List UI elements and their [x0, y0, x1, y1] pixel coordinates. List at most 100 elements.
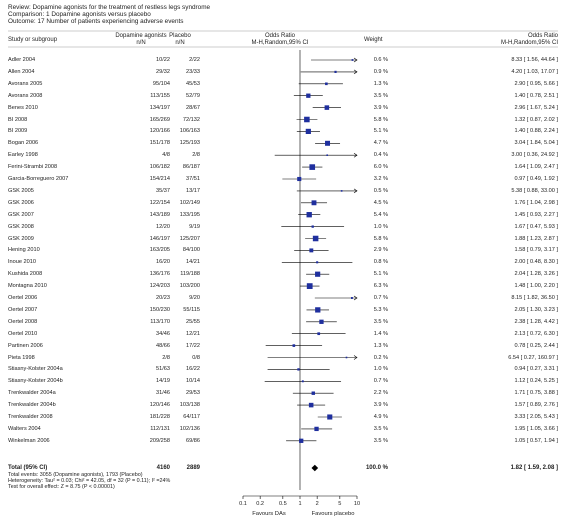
study-ci-text: 2.38 [ 1.28, 4.42 ]: [514, 318, 558, 325]
study-name: GSK 2008: [8, 223, 34, 230]
point-estimate: [327, 414, 333, 420]
point-estimate: [297, 368, 300, 371]
study-name: Bogan 2006: [8, 140, 39, 147]
point-estimate: [340, 190, 343, 192]
study-weight: 3.5 %: [373, 437, 388, 444]
study-weight: 4.7 %: [373, 140, 388, 147]
exp-events: 120/146: [149, 402, 170, 409]
point-estimate: [311, 391, 315, 395]
ci-arrow-right: [353, 69, 358, 75]
exp-events: 209/258: [149, 437, 170, 444]
ctl-events: 13/17: [186, 187, 200, 194]
point-estimate: [305, 128, 311, 134]
ctl-events: 125/193: [179, 140, 200, 147]
outcome-title: Outcome: 17 Number of patients experienc…: [8, 18, 184, 25]
ctl-events: 102/136: [179, 425, 200, 432]
ctl-events: 102/149: [179, 199, 200, 206]
ctl-events: 12/21: [186, 330, 200, 337]
ctl-events: 28/67: [186, 104, 200, 111]
study-weight: 0.9 %: [373, 68, 388, 75]
exp-events: 120/166: [149, 128, 170, 135]
study-ci-text: 1.95 [ 1.05, 3.66 ]: [514, 425, 558, 432]
study-name: Kushida 2008: [8, 271, 43, 278]
study-ci-text: 3.33 [ 2.05, 5.43 ]: [514, 414, 558, 420]
point-estimate: [301, 380, 304, 383]
exp-events: 165/269: [149, 116, 170, 123]
study-ci-text: 3.00 [ 0.36, 24.92 ]: [511, 152, 558, 159]
study-ci-text: 3.04 [ 1.84, 5.04 ]: [514, 140, 558, 147]
study-name: Trenkwalder 2004b: [8, 402, 56, 409]
study-weight: 3.5 %: [373, 92, 388, 99]
study-weight: 4.5 %: [373, 199, 388, 206]
point-estimate: [306, 93, 311, 98]
ctl-events: 25/55: [186, 318, 200, 325]
ctl-events: 45/53: [186, 80, 200, 87]
study-weight: 0.5 %: [373, 187, 388, 194]
study-name: Oertel 2010: [8, 330, 38, 337]
ctl-events: 9/20: [189, 295, 200, 301]
exp-events: 35/37: [156, 187, 170, 194]
point-estimate: [311, 200, 317, 206]
study-weight: 3.9 %: [373, 402, 388, 409]
study-weight: 3.5 %: [373, 425, 388, 432]
study-name: Inoue 2010: [8, 259, 36, 266]
ctl-column-header: Placebo: [169, 33, 191, 39]
study-name: Garcia-Borreguero 2007: [8, 176, 69, 182]
point-estimate: [306, 283, 313, 289]
favours-right-label: Favours placebo: [312, 511, 355, 517]
ci-arrow-right: [353, 188, 358, 194]
x-tick-label: 0.2: [256, 501, 264, 507]
point-estimate: [351, 59, 354, 61]
study-ci-text: 0.78 [ 0.25, 2.44 ]: [514, 342, 558, 349]
study-weight: 0.2 %: [373, 354, 388, 361]
exp-events: 48/66: [156, 342, 170, 349]
study-ci-text: 0.97 [ 0.49, 1.92 ]: [514, 176, 558, 182]
study-weight: 5.3 %: [373, 306, 388, 313]
study-weight: 0.6 %: [373, 57, 388, 63]
study-ci-text: 1.32 [ 0.87, 2.02 ]: [514, 116, 558, 123]
exp-events: 143/189: [149, 211, 170, 218]
study-name: Oertel 2008: [8, 318, 38, 325]
or-text-header: Odds Ratio: [527, 33, 558, 39]
exp-column-header: Dopamine agonists: [115, 33, 167, 39]
study-weight: 0.7 %: [373, 295, 388, 301]
study-name: Stiasny-Kolster 2004b: [8, 378, 63, 385]
ctl-column-subheader: n/N: [175, 40, 185, 46]
or-plot-subheader: M-H,Random,95% CI: [251, 40, 309, 46]
study-ci-text: 1.67 [ 0.47, 5.93 ]: [514, 223, 558, 230]
total-ctl: 2889: [186, 465, 200, 471]
ctl-events: 72/132: [182, 116, 200, 123]
study-weight: 5.4 %: [373, 211, 388, 218]
review-title: Review: Dopamine agonists for the treatm…: [8, 4, 211, 11]
ctl-events: 103/138: [179, 402, 200, 409]
study-name: Oertel 2006: [8, 295, 38, 301]
ctl-events: 23/33: [186, 68, 200, 75]
study-name: GSK 2006: [8, 199, 34, 206]
study-ci-text: 1.57 [ 0.89, 2.76 ]: [514, 402, 558, 409]
exp-events: 112/131: [150, 425, 170, 432]
x-tick-label: 0.1: [239, 501, 247, 507]
study-name: Ferini-Strambi 2008: [8, 164, 58, 171]
exp-events: 122/154: [149, 199, 170, 206]
study-weight: 3.5 %: [373, 318, 388, 325]
study-weight: 4.9 %: [373, 414, 388, 420]
study-weight: 5.1 %: [373, 128, 388, 135]
ctl-events: 64/117: [183, 414, 200, 420]
study-name: BI 2009: [8, 128, 28, 135]
x-tick-label: 2: [316, 501, 319, 507]
exp-column-subheader: n/N: [136, 40, 146, 46]
point-estimate: [311, 225, 314, 228]
ctl-events: 103/200: [179, 283, 200, 290]
study-ci-text: 1.40 [ 0.88, 2.24 ]: [514, 128, 558, 135]
ctl-events: 16/22: [186, 366, 200, 373]
point-estimate: [334, 70, 337, 73]
study-weight: 0.8 %: [373, 259, 388, 266]
study-weight: 5.8 %: [373, 235, 388, 242]
study-ci-text: 1.88 [ 1.23, 2.87 ]: [514, 235, 558, 242]
exp-events: 113/170: [150, 318, 170, 325]
study-weight: 5.8 %: [373, 116, 388, 123]
study-name: GSK 2005: [8, 187, 34, 194]
point-estimate: [316, 261, 319, 264]
or-plot-header: Odds Ratio: [264, 33, 295, 39]
ctl-events: 125/207: [179, 235, 200, 242]
